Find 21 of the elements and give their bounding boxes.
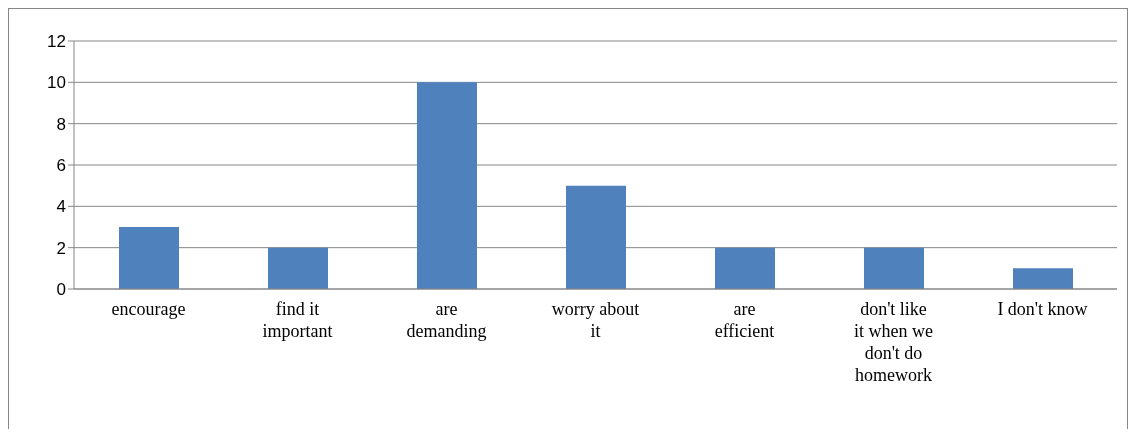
y-tick-label: 0 [56,280,66,300]
bar [417,82,477,289]
x-tick-label: are efficient [714,299,775,341]
y-tick-label: 4 [56,197,66,217]
bar [1013,268,1073,289]
bar [864,247,924,289]
y-tick-label: 8 [56,114,66,134]
y-tick-label: 10 [47,73,66,93]
x-tick-label: are demanding [406,299,487,341]
x-tick-label: don't like it when we don't do homework [854,299,933,385]
bar [566,185,626,289]
x-tick-label: encourage [111,299,186,319]
x-tick-label: I don't know [997,299,1088,319]
bar [119,227,179,289]
x-tick-label: worry about it [551,299,640,341]
bar [268,247,328,289]
y-tick-label: 6 [56,156,66,176]
x-tick-label: find it important [262,299,333,341]
bar [715,247,775,289]
y-tick-label: 12 [47,32,66,52]
y-tick-label: 2 [56,238,66,258]
